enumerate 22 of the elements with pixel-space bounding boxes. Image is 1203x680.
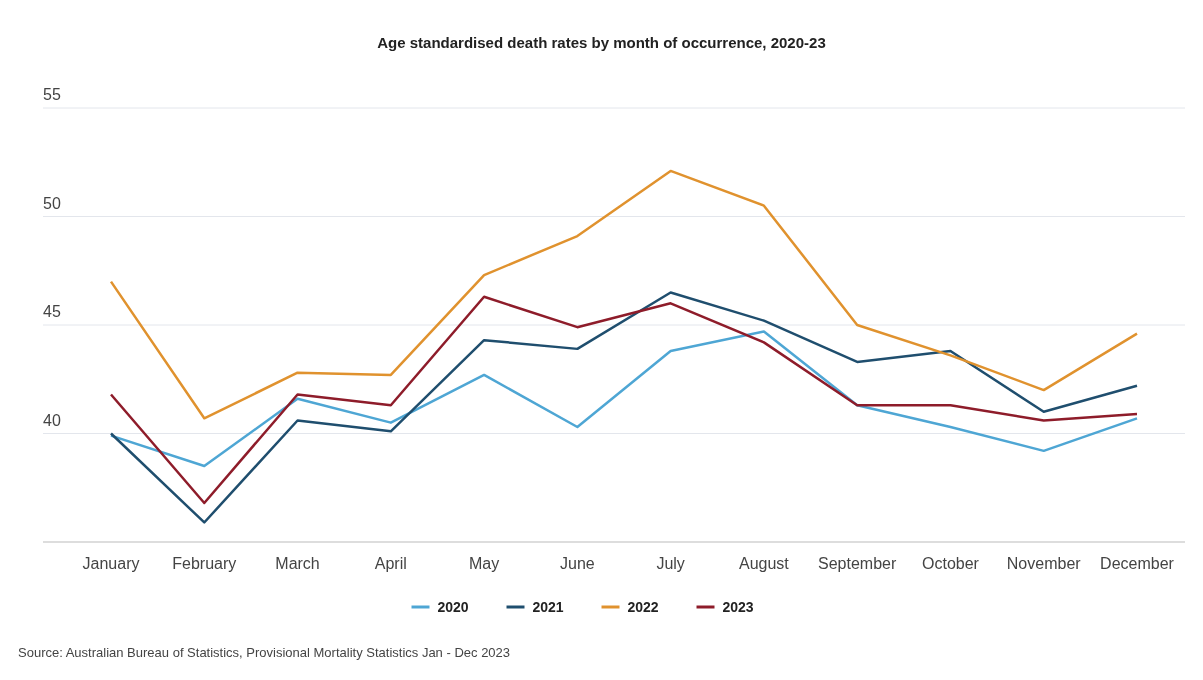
x-tick-label: January	[82, 555, 140, 572]
y-tick-label: 40	[43, 411, 61, 429]
x-tick-label: August	[739, 555, 790, 572]
x-tick-label: November	[1006, 555, 1082, 572]
legend-label: 2022	[627, 599, 659, 615]
legend-label: 2021	[532, 599, 564, 615]
y-tick-label: 50	[43, 194, 61, 212]
x-tick-label: June	[560, 555, 595, 572]
x-tick-label: July	[656, 555, 685, 572]
x-tick-label: April	[374, 555, 407, 572]
x-tick-label: December	[1100, 555, 1175, 572]
x-tick-label: February	[172, 555, 237, 572]
source-note: Source: Australian Bureau of Statistics, Provisional Mortality Statistics Jan - Dec 2023	[18, 645, 511, 660]
chart-title: Age standardised death rates by month of occurrence, 2020-23	[377, 34, 826, 51]
legend-label: 2023	[722, 599, 754, 615]
x-tick-label: October	[921, 555, 980, 572]
x-tick-label: May	[468, 555, 500, 572]
y-tick-label: 45	[43, 303, 61, 320]
x-tick-label: March	[275, 555, 320, 572]
x-tick-label: September	[818, 555, 897, 572]
legend-label: 2020	[437, 599, 469, 615]
y-tick-label: 55	[43, 86, 61, 103]
